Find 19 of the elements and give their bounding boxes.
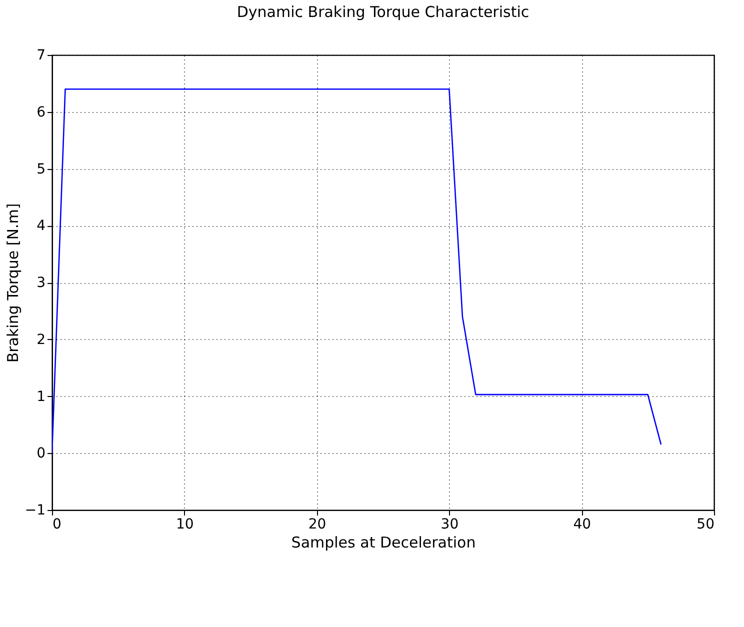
x-tick-label: 10 bbox=[176, 516, 194, 532]
y-tick-label: 5 bbox=[36, 161, 46, 178]
y-tick-label: 2 bbox=[36, 332, 46, 348]
y-tick-label: 3 bbox=[36, 275, 46, 291]
y-tick-label: 1 bbox=[36, 388, 46, 405]
x-axis-title: Samples at Deceleration bbox=[291, 534, 476, 552]
x-tick-label: 20 bbox=[308, 516, 326, 532]
x-tick-label: 50 bbox=[696, 516, 714, 532]
x-tick-label: 0 bbox=[52, 516, 62, 532]
x-tick-label: 30 bbox=[440, 516, 459, 532]
y-tick-label: 4 bbox=[36, 218, 46, 234]
line-series bbox=[52, 88, 662, 454]
y-tick-label: 7 bbox=[36, 48, 46, 64]
y-axis-title: Braking Torque [N.m] bbox=[4, 203, 22, 363]
y-tick-label: 6 bbox=[36, 104, 46, 120]
chart-title: Dynamic Braking Torque Characteristic bbox=[236, 3, 530, 21]
y-tick-label: −1 bbox=[24, 502, 46, 518]
x-tick-label: 40 bbox=[573, 516, 592, 532]
y-tick-label: 0 bbox=[36, 446, 46, 462]
